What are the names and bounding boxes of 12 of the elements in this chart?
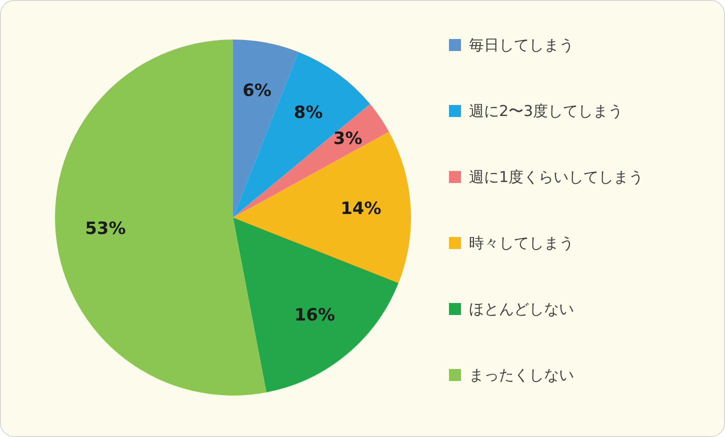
data-label: 8%: [294, 103, 323, 124]
legend-label: 週に2〜3度してしまう: [469, 102, 624, 120]
legend-label: 週に1度くらいしてしまう: [469, 168, 644, 186]
data-label: 6%: [242, 81, 272, 102]
data-label: 14%: [340, 198, 382, 219]
legend-label: 毎日してしまう: [469, 36, 574, 54]
legend-label: 時々してしまう: [469, 234, 574, 252]
data-label: 3%: [333, 128, 362, 149]
data-label: 53%: [85, 218, 126, 239]
legend-label: まったくしない: [469, 366, 574, 384]
data-label: 16%: [294, 306, 336, 326]
legend-label: ほとんどしない: [469, 300, 574, 318]
